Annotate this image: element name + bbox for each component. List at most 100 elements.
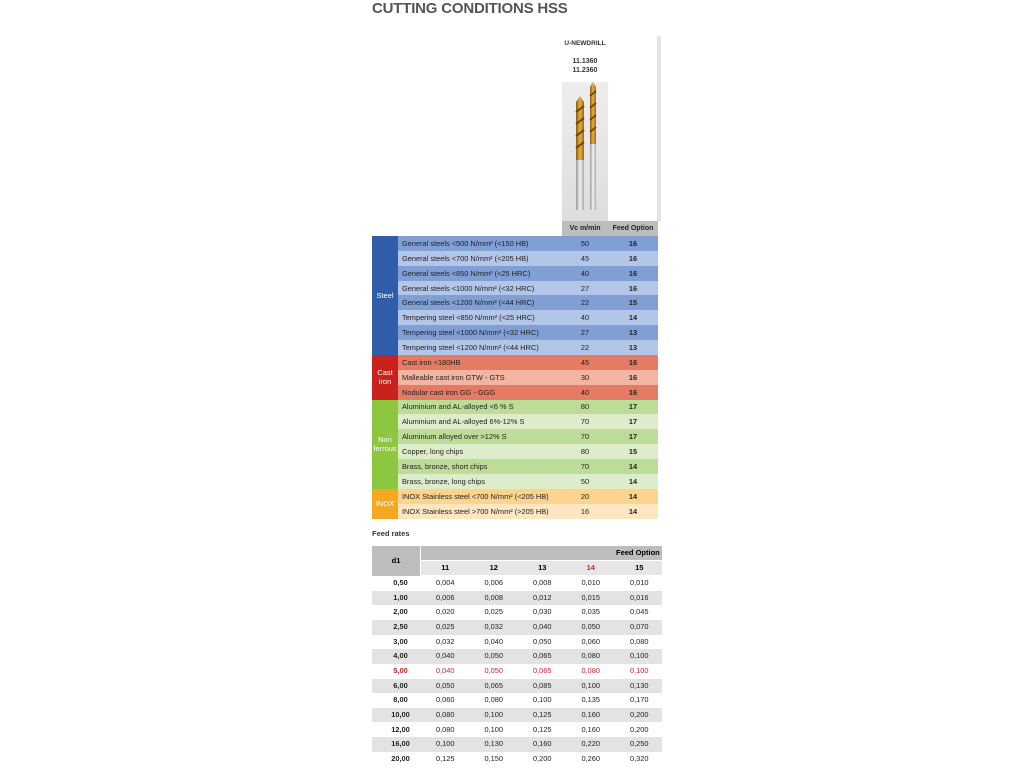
cutting-speed: 70 xyxy=(580,417,590,427)
material: Copper, long chips xyxy=(402,447,464,457)
feed-rate: 0,012 xyxy=(533,592,552,602)
feed-rate: 0,008 xyxy=(484,592,504,602)
option-header: 14 xyxy=(586,563,595,572)
feed-rate: 0,016 xyxy=(630,592,649,602)
feed-row: 4,00 0,040 0,050 0,065 0,080 0,100 xyxy=(372,649,662,664)
group-label: Cast iron xyxy=(372,354,398,400)
cutting-speed: 70 xyxy=(580,432,590,442)
group-label: Steel xyxy=(372,236,398,355)
feed-rate: 0,160 xyxy=(581,724,601,734)
feed-rate: 0,130 xyxy=(630,680,649,690)
feed-rate: 0,250 xyxy=(630,739,649,749)
feed-rate: 0,050 xyxy=(484,665,504,675)
feed-rate: 0,170 xyxy=(630,695,649,705)
material: Tempering steel <1200 N/mm² (<44 HRC) xyxy=(402,343,539,352)
feed-option: 16 xyxy=(628,268,638,278)
feed-rate: 0,060 xyxy=(436,695,455,705)
feed-rate: 0,100 xyxy=(533,695,552,705)
cutting-speed: 80 xyxy=(580,402,590,412)
cutting-speed: 22 xyxy=(580,298,590,308)
material-row: Cast iron <180HB 45 16 xyxy=(398,354,658,370)
feed-row: 3,00 0,032 0,040 0,050 0,060 0,080 xyxy=(372,635,662,650)
material: Aluminium and AL-alloyed 6%-12% S xyxy=(402,417,525,427)
feed-rate: 0,015 xyxy=(581,592,601,602)
feed-rate: 0,050 xyxy=(484,651,504,661)
material-row: Tempering steel <1000 N/mm² (<32 HRC) 27 1… xyxy=(398,325,658,341)
drill-illustration xyxy=(575,82,597,210)
material: Tempering steel <1000 N/mm² (<32 HRC) xyxy=(402,328,539,338)
group-label: INOX xyxy=(372,488,398,519)
cutting-speed: 20 xyxy=(580,491,590,501)
feed-rate: 0,080 xyxy=(581,651,601,661)
feed-option: 16 xyxy=(628,372,638,382)
feed-rate: 0,100 xyxy=(484,724,504,734)
feed-rate: 0,032 xyxy=(484,621,504,631)
feed-rate: 0,160 xyxy=(581,709,601,719)
cutting-speed: 40 xyxy=(580,387,590,397)
feed-rate: 0,040 xyxy=(533,621,552,631)
feed-rate: 0,070 xyxy=(630,621,649,631)
feed-option: 14 xyxy=(628,476,638,486)
diameter: 6,00 xyxy=(393,680,408,690)
material-row: Brass, bronze, long chips 50 14 xyxy=(398,473,658,489)
material-row: INOX Stainless steel <700 N/mm² (<205 HB… xyxy=(398,488,658,504)
cutting-speed: 16 xyxy=(580,506,590,516)
diameter: 20,00 xyxy=(391,753,410,763)
feed-option: 16 xyxy=(628,357,638,367)
diameter: 12,00 xyxy=(391,724,410,734)
material-row: General steels <1000 N/mm² (<32 HRC) 27 16 xyxy=(398,280,658,296)
feed-rate: 0,260 xyxy=(581,753,601,763)
feed-row: 5,00 0,040 0,050 0,065 0,080 0,100 xyxy=(372,664,662,679)
diameter: 2,00 xyxy=(393,607,408,617)
feed-option: 15 xyxy=(628,447,638,457)
feed-row: 0,50 0,004 0,006 0,008 0,010 0,010 xyxy=(372,576,662,591)
feed-rate: 0,040 xyxy=(436,651,455,661)
feed-rate: 0,035 xyxy=(581,607,601,617)
drill-image xyxy=(562,82,608,221)
column-header: Feed Option xyxy=(608,221,658,236)
cutting-speed: 45 xyxy=(580,253,590,263)
material-row: Tempering steel <1200 N/mm² (<44 HRC) 22 1… xyxy=(398,340,658,355)
feed-rate: 0,008 xyxy=(533,578,552,587)
material-row: Aluminium alloyed over >12% S 70 17 xyxy=(398,429,658,445)
feed-rate: 0,220 xyxy=(581,739,601,749)
material: Aluminium and AL-alloyed <6 % S xyxy=(402,402,514,412)
feed-rate: 0,125 xyxy=(533,724,552,734)
material: Cast iron <180HB xyxy=(402,357,461,367)
feed-rate: 0,006 xyxy=(436,592,455,602)
feed-rate: 0,080 xyxy=(581,665,601,675)
product-code: 11.2360 xyxy=(572,67,598,74)
material: Tempering steel <850 N/mm² (<25 HRC) xyxy=(402,313,535,323)
material: General steels <850 N/mm² (<25 HRC) xyxy=(402,268,531,278)
diameter: 8,00 xyxy=(393,695,408,705)
feed-rate: 0,125 xyxy=(533,709,552,719)
feed-row: 16,00 0,100 0,130 0,160 0,220 0,250 xyxy=(372,737,662,752)
feed-rate: 0,100 xyxy=(436,739,455,749)
option-headers: 11 12 13 14 15 xyxy=(421,561,662,575)
feed-option: 14 xyxy=(628,461,638,471)
feed-option: 16 xyxy=(628,238,638,248)
material: General steels <700 N/mm² (<205 HB) xyxy=(402,253,529,263)
feed-rate: 0,100 xyxy=(581,680,601,690)
feed-option: 16 xyxy=(628,387,638,397)
feed-rate: 0,160 xyxy=(533,739,552,749)
feed-row: 2,00 0,020 0,025 0,030 0,035 0,045 xyxy=(372,605,662,620)
material: General steels <500 N/mm² (<150 HB) xyxy=(402,238,529,248)
column-separator xyxy=(657,36,661,221)
material: Aluminium alloyed over >12% S xyxy=(402,432,507,442)
cutting-speed: 27 xyxy=(580,283,590,293)
feed-row: 10,00 0,080 0,100 0,125 0,160 0,200 xyxy=(372,707,662,723)
material: Brass, bronze, long chips xyxy=(402,476,485,486)
material: Nodular cast iron GG - GGG xyxy=(402,387,496,397)
feed-rate: 0,065 xyxy=(533,665,552,675)
material-row: Brass, bronze, short chips 70 14 xyxy=(398,459,658,474)
diameter: 5,00 xyxy=(393,665,408,675)
diameter: 1,00 xyxy=(393,592,408,602)
material-row: Nodular cast iron GG - GGG 40 16 xyxy=(398,384,658,400)
feed-rate: 0,080 xyxy=(436,724,455,734)
material: Brass, bronze, short chips xyxy=(402,461,488,471)
section-title: Feed rates xyxy=(372,529,410,538)
option-header: 11 xyxy=(441,563,450,572)
feed-row: 20,00 0,125 0,150 0,200 0,260 0,320 xyxy=(372,752,662,767)
option-header: 15 xyxy=(635,563,644,572)
